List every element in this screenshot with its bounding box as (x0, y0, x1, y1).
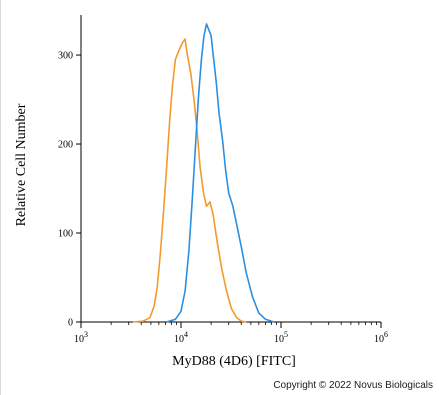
x-tick-label: 103 (74, 330, 88, 345)
y-tick-label: 100 (58, 229, 73, 240)
x-tick-label: 105 (274, 330, 288, 345)
histogram-series-1 (132, 38, 247, 323)
axes (80, 15, 381, 323)
x-axis-title: MyD88 (4D6) [FITC] (172, 354, 296, 369)
x-tick-label: 104 (174, 330, 188, 345)
y-tick-label: 0 (68, 318, 73, 329)
histogram-series-2 (166, 23, 275, 323)
x-tick-label: 106 (374, 330, 388, 345)
x-ticks: 103 104 105 106 (74, 322, 388, 345)
y-ticks: 0 100 200 300 (58, 51, 81, 329)
y-tick-label: 200 (58, 140, 73, 151)
series-layer (132, 23, 275, 323)
y-tick-label: 300 (58, 51, 73, 62)
copyright-notice: Copyright © 2022 Novus Biologicals (273, 380, 433, 391)
y-axis-title: Relative Cell Number (14, 103, 29, 226)
